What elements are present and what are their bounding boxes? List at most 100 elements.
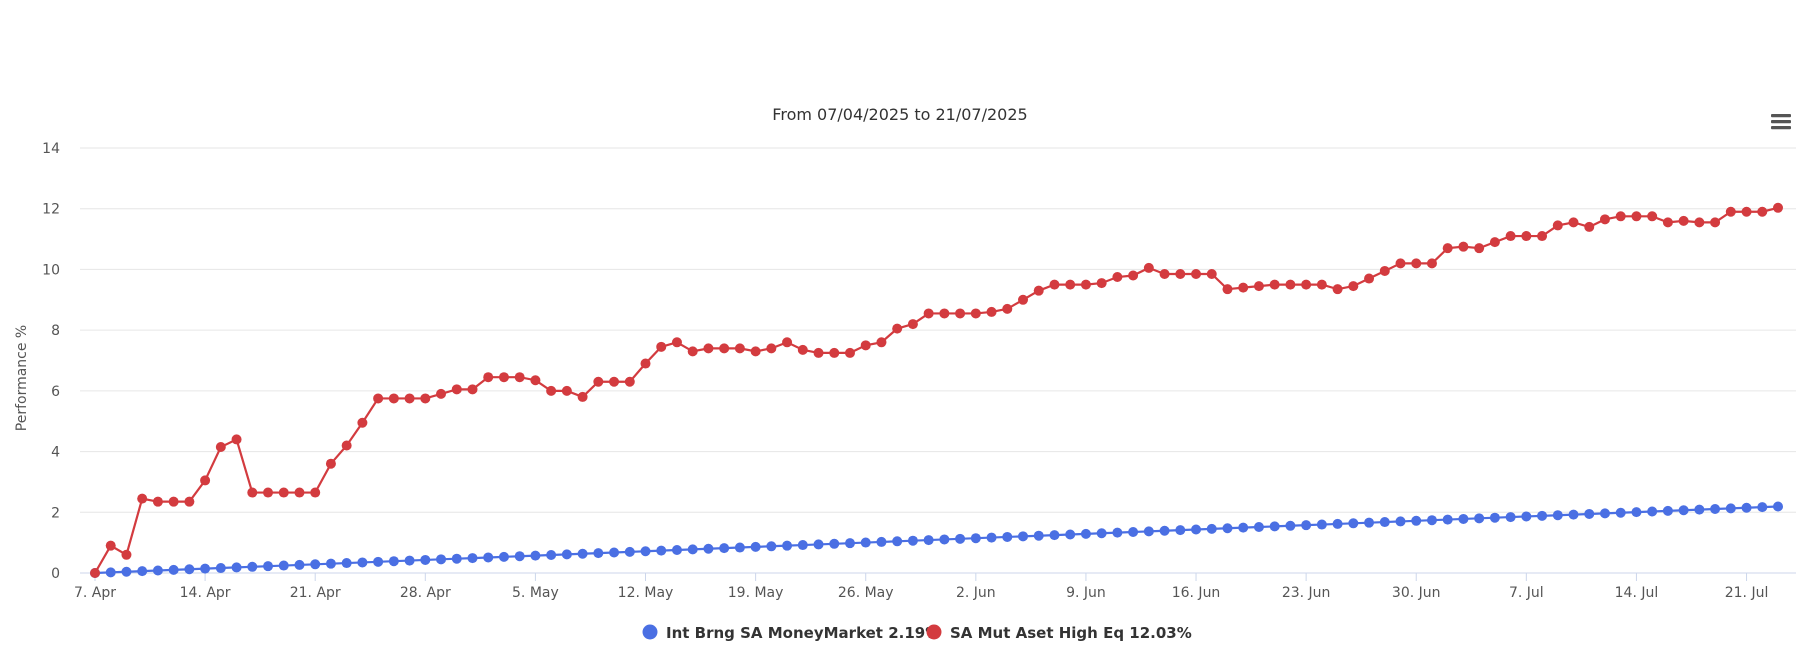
data-point[interactable] bbox=[1411, 515, 1422, 526]
data-point[interactable] bbox=[970, 308, 981, 319]
data-point[interactable] bbox=[1662, 217, 1673, 228]
data-point[interactable] bbox=[1159, 525, 1170, 536]
data-point[interactable] bbox=[1002, 531, 1013, 542]
data-point[interactable] bbox=[263, 487, 274, 498]
data-point[interactable] bbox=[1191, 524, 1202, 535]
data-point[interactable] bbox=[1080, 279, 1091, 290]
data-point[interactable] bbox=[310, 487, 321, 498]
data-point[interactable] bbox=[1489, 512, 1500, 523]
data-point[interactable] bbox=[1065, 279, 1076, 290]
data-point[interactable] bbox=[1757, 502, 1768, 513]
data-point[interactable] bbox=[514, 551, 525, 562]
data-point[interactable] bbox=[1191, 268, 1202, 279]
data-point[interactable] bbox=[1647, 506, 1658, 517]
data-point[interactable] bbox=[1505, 512, 1516, 523]
data-point[interactable] bbox=[719, 543, 730, 554]
data-point[interactable] bbox=[907, 319, 918, 330]
data-point[interactable] bbox=[1332, 284, 1343, 295]
data-point[interactable] bbox=[1426, 258, 1437, 269]
data-point[interactable] bbox=[184, 496, 195, 507]
data-point[interactable] bbox=[1112, 527, 1123, 538]
data-point[interactable] bbox=[1253, 522, 1264, 533]
data-point[interactable] bbox=[1552, 510, 1563, 521]
data-point[interactable] bbox=[703, 543, 714, 554]
data-point[interactable] bbox=[1018, 531, 1029, 542]
data-point[interactable] bbox=[782, 337, 793, 348]
data-point[interactable] bbox=[876, 536, 887, 547]
data-point[interactable] bbox=[1725, 206, 1736, 217]
data-point[interactable] bbox=[168, 496, 179, 507]
data-point[interactable] bbox=[247, 561, 258, 572]
data-point[interactable] bbox=[1631, 211, 1642, 222]
data-point[interactable] bbox=[1568, 509, 1579, 520]
data-point[interactable] bbox=[640, 358, 651, 369]
data-point[interactable] bbox=[1584, 221, 1595, 232]
data-point[interactable] bbox=[137, 493, 148, 504]
data-point[interactable] bbox=[514, 372, 525, 383]
data-point[interactable] bbox=[593, 376, 604, 387]
chart-menu-button[interactable] bbox=[1766, 108, 1796, 134]
data-point[interactable] bbox=[294, 559, 305, 570]
data-point[interactable] bbox=[325, 558, 336, 569]
data-point[interactable] bbox=[451, 553, 462, 564]
data-point[interactable] bbox=[373, 556, 384, 567]
data-point[interactable] bbox=[624, 546, 635, 557]
data-point[interactable] bbox=[577, 391, 588, 402]
data-point[interactable] bbox=[152, 496, 163, 507]
data-point[interactable] bbox=[467, 384, 478, 395]
data-point[interactable] bbox=[1253, 281, 1264, 292]
data-point[interactable] bbox=[1285, 279, 1296, 290]
data-point[interactable] bbox=[1348, 518, 1359, 529]
data-point[interactable] bbox=[247, 487, 258, 498]
data-point[interactable] bbox=[1521, 511, 1532, 522]
data-point[interactable] bbox=[1096, 528, 1107, 539]
data-point[interactable] bbox=[561, 549, 572, 560]
data-point[interactable] bbox=[1615, 507, 1626, 518]
data-point[interactable] bbox=[498, 551, 509, 562]
data-point[interactable] bbox=[1269, 521, 1280, 532]
data-point[interactable] bbox=[829, 347, 840, 358]
data-point[interactable] bbox=[719, 343, 730, 354]
data-point[interactable] bbox=[1615, 211, 1626, 222]
data-point[interactable] bbox=[1379, 517, 1390, 528]
data-point[interactable] bbox=[1222, 523, 1233, 534]
data-point[interactable] bbox=[200, 563, 211, 574]
data-point[interactable] bbox=[200, 475, 211, 486]
data-point[interactable] bbox=[90, 568, 100, 578]
data-point[interactable] bbox=[1128, 526, 1139, 537]
data-point[interactable] bbox=[231, 434, 242, 445]
data-point[interactable] bbox=[294, 487, 305, 498]
data-point[interactable] bbox=[278, 560, 289, 571]
data-point[interactable] bbox=[278, 487, 289, 498]
data-point[interactable] bbox=[1348, 281, 1359, 292]
data-point[interactable] bbox=[1159, 268, 1170, 279]
data-point[interactable] bbox=[1238, 522, 1249, 533]
data-point[interactable] bbox=[1710, 504, 1721, 514]
data-point[interactable] bbox=[1080, 528, 1091, 539]
data-point[interactable] bbox=[1662, 505, 1673, 516]
data-point[interactable] bbox=[137, 566, 148, 577]
data-point[interactable] bbox=[955, 533, 966, 544]
data-point[interactable] bbox=[1631, 507, 1642, 518]
data-point[interactable] bbox=[1647, 211, 1658, 222]
data-point[interactable] bbox=[986, 532, 997, 543]
data-point[interactable] bbox=[1206, 523, 1217, 534]
data-point[interactable] bbox=[451, 384, 462, 395]
data-point[interactable] bbox=[215, 442, 226, 453]
data-point[interactable] bbox=[1033, 530, 1044, 541]
data-point[interactable] bbox=[1364, 517, 1375, 528]
data-point[interactable] bbox=[1411, 258, 1422, 269]
data-point[interactable] bbox=[986, 306, 997, 317]
data-point[interactable] bbox=[404, 555, 415, 566]
data-point[interactable] bbox=[546, 385, 557, 396]
data-point[interactable] bbox=[955, 308, 966, 319]
data-point[interactable] bbox=[1143, 262, 1154, 273]
data-point[interactable] bbox=[750, 541, 761, 552]
data-point[interactable] bbox=[766, 343, 777, 354]
data-point[interactable] bbox=[1505, 231, 1516, 242]
data-point[interactable] bbox=[341, 440, 352, 451]
data-point[interactable] bbox=[1301, 279, 1312, 290]
data-point[interactable] bbox=[498, 372, 509, 383]
data-point[interactable] bbox=[1143, 526, 1154, 537]
data-point[interactable] bbox=[1458, 513, 1469, 524]
